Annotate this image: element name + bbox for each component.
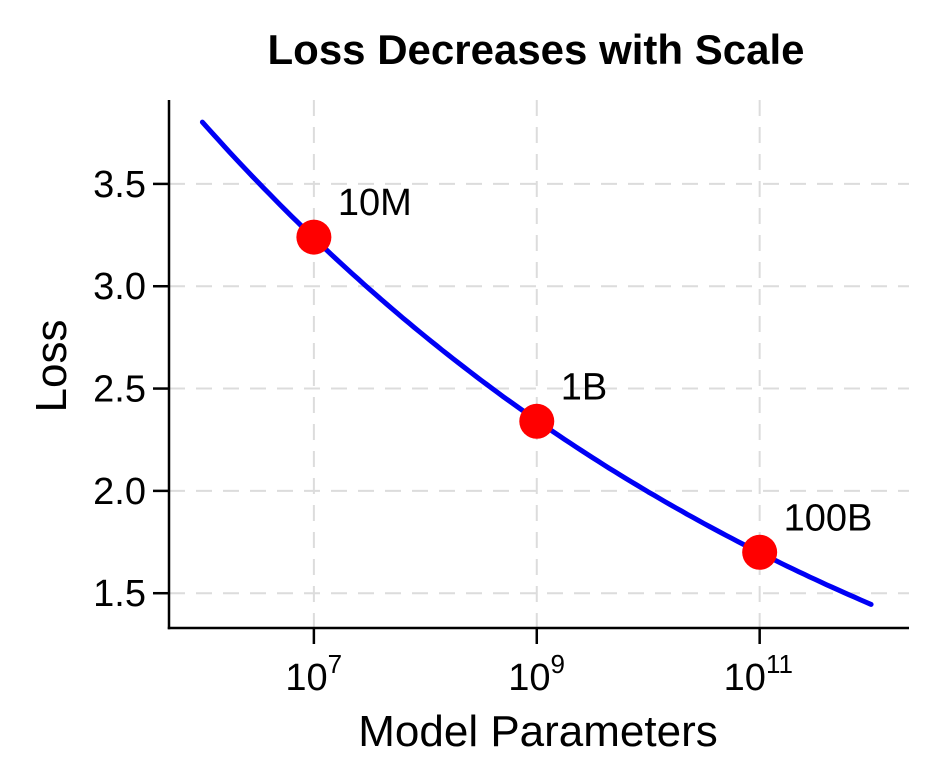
x-tick-base: 10 — [508, 657, 550, 699]
x-tick-base: 10 — [285, 657, 327, 699]
y-tick-label: 3.0 — [93, 266, 146, 308]
point-label-10M: 10M — [338, 182, 412, 224]
y-tick-label: 2.5 — [93, 369, 146, 411]
y-tick-label: 1.5 — [93, 573, 146, 615]
x-tick-label: 107 — [285, 649, 342, 699]
point-label-100B: 100B — [784, 497, 873, 539]
y-tick-label: 2.0 — [93, 471, 146, 513]
chart-title: Loss Decreases with Scale — [268, 26, 805, 73]
data-point-10M — [296, 219, 332, 255]
x-axis-label: Model Parameters — [358, 707, 717, 756]
x-tick-label: 109 — [508, 649, 565, 699]
x-tick-exponent: 9 — [551, 649, 565, 679]
annotations-layer: 10M 1B 100B — [338, 182, 873, 539]
data-point-100B — [742, 534, 778, 570]
x-tick-exponent: 11 — [766, 649, 793, 679]
x-tick-exponent: 7 — [328, 649, 342, 679]
point-label-1B: 1B — [561, 366, 607, 408]
data-point-1B — [519, 403, 555, 439]
y-tick-label: 3.5 — [93, 164, 146, 206]
y-axis-label: Loss — [27, 320, 76, 413]
gridlines-layer — [169, 100, 909, 628]
x-tick-label: 1011 — [724, 649, 793, 699]
axes-layer — [153, 100, 909, 644]
series-layer — [199, 119, 874, 607]
x-tick-base: 10 — [724, 657, 766, 699]
